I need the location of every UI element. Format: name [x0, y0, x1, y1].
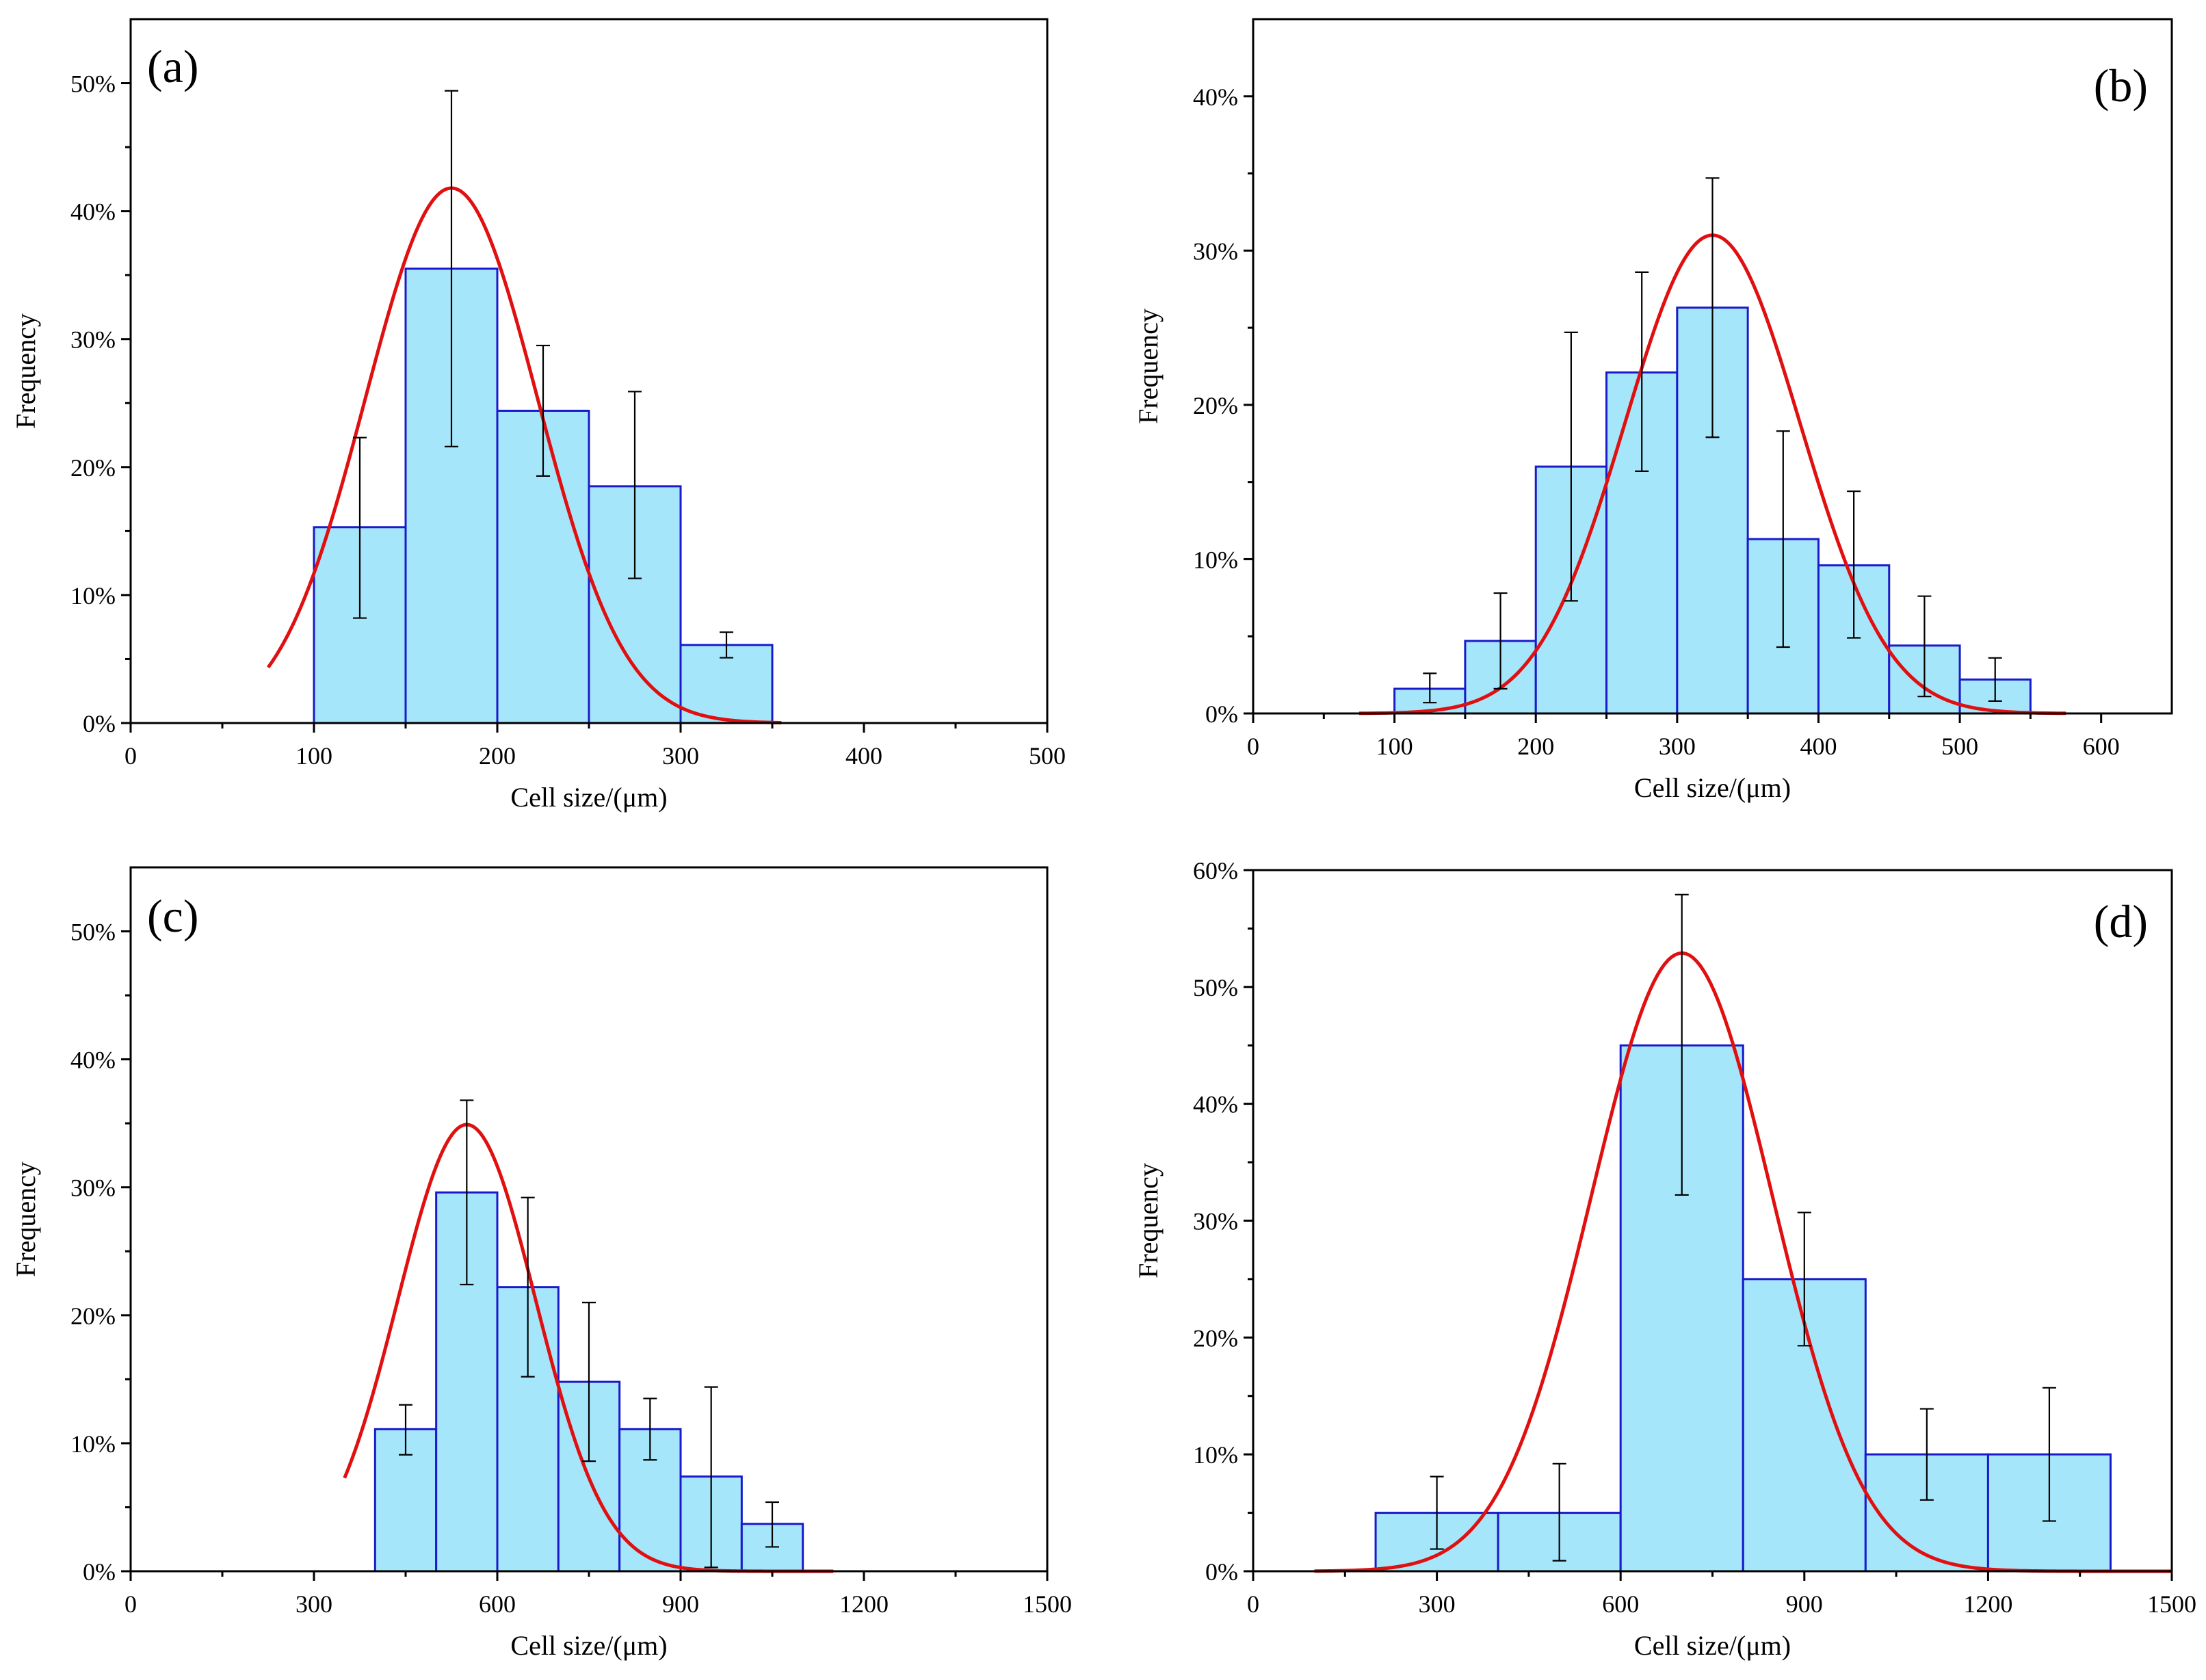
error-bar — [1552, 1462, 1566, 1562]
x-tick-label: 1500 — [1023, 1590, 1072, 1618]
y-tick-label: 40% — [70, 1047, 116, 1074]
error-bar — [1430, 1475, 1444, 1550]
error-bar — [1988, 657, 2002, 703]
y-tick-label: 10% — [1193, 1441, 1238, 1469]
x-axis-title: Cell size/(μm) — [510, 782, 667, 813]
y-tick-label: 30% — [1193, 237, 1238, 265]
x-tick-label: 400 — [845, 742, 882, 770]
gaussian-fit-curve — [266, 186, 782, 724]
panel-label: (a) — [147, 40, 198, 92]
y-tick-label: 0% — [83, 1558, 116, 1586]
chart-panel-3: 0 300 600 900 1200 1500 0% 10% 20% 30% 40% 50% 60% Ce… — [1133, 857, 2196, 1661]
error-bar — [536, 344, 550, 477]
x-tick-label: 600 — [479, 1590, 516, 1618]
chart-panel-1: 0 100 200 300 400 500 600 0% 10% 20% 30% 40% Cell si… — [1133, 18, 2173, 803]
y-tick-label: 10% — [70, 1430, 116, 1458]
y-tick-label: 0% — [83, 710, 116, 737]
y-tick-label: 20% — [1193, 392, 1238, 419]
x-tick-label: 500 — [1029, 742, 1066, 770]
error-bar — [720, 631, 733, 659]
error-bar — [1919, 1408, 1934, 1501]
y-tick-label: 20% — [70, 454, 116, 482]
y-tick-label: 60% — [1193, 857, 1238, 884]
error-bar — [1675, 893, 1689, 1196]
y-tick-label: 30% — [70, 326, 116, 354]
x-tick-label: 300 — [296, 1590, 332, 1618]
error-bar — [2042, 1387, 2056, 1522]
x-tick-label: 600 — [2083, 733, 2120, 760]
error-bar — [582, 1302, 596, 1462]
y-axis-title: Frequency — [10, 1161, 41, 1277]
y-tick-label: 0% — [1205, 1558, 1238, 1586]
y-axis-title: Frequency — [1133, 309, 1164, 424]
y-tick-label: 50% — [70, 919, 116, 946]
y-axis-title: Frequency — [10, 313, 41, 429]
x-tick-label: 200 — [1517, 733, 1554, 760]
error-bar — [1797, 1211, 1811, 1347]
error-bar — [1493, 592, 1508, 690]
error-bar — [1564, 331, 1578, 602]
x-tick-label: 300 — [1659, 733, 1696, 760]
error-bar — [704, 1386, 718, 1569]
error-bar — [1635, 271, 1649, 472]
y-tick-label: 20% — [1193, 1324, 1238, 1352]
plot-frame — [1252, 18, 2173, 715]
error-bar — [353, 436, 367, 619]
y-tick-label: 10% — [1193, 546, 1238, 573]
x-tick-label: 900 — [662, 1590, 699, 1618]
error-bar — [1917, 595, 1932, 698]
panel-label: (b) — [2094, 60, 2148, 111]
error-bar — [765, 1501, 779, 1548]
x-tick-label: 600 — [1602, 1590, 1639, 1618]
error-bar — [628, 391, 642, 579]
error-bar — [399, 1404, 412, 1456]
error-bar — [1776, 430, 1790, 648]
error-bar — [1423, 672, 1437, 704]
x-axis-title: Cell size/(μm) — [510, 1630, 667, 1661]
x-tick-label: 1200 — [839, 1590, 889, 1618]
error-bar — [445, 90, 458, 447]
y-tick-label: 30% — [70, 1174, 116, 1202]
error-bar — [521, 1196, 535, 1378]
y-tick-label: 20% — [70, 1302, 116, 1330]
y-tick-label: 50% — [70, 70, 116, 98]
x-tick-label: 0 — [124, 742, 137, 770]
chart-panel-2: 0 300 600 900 1200 1500 0% 10% 20% 30% 40% 50% Cell … — [10, 866, 1072, 1661]
x-tick-label: 500 — [1941, 733, 1978, 760]
x-axis-title: Cell size/(μm) — [1634, 1630, 1791, 1661]
error-bar — [1847, 490, 1861, 639]
x-tick-label: 100 — [296, 742, 332, 770]
x-axis-title: Cell size/(μm) — [1634, 772, 1791, 803]
y-tick-label: 10% — [70, 582, 116, 609]
x-tick-label: 300 — [662, 742, 699, 770]
y-tick-label: 50% — [1193, 974, 1238, 1001]
error-bar — [1705, 177, 1720, 438]
error-bar — [460, 1099, 474, 1286]
chart-panel-0: 0 100 200 300 400 500 0% 10% 20% 30% 40% 50% Cell si… — [10, 18, 1066, 813]
x-tick-label: 0 — [1247, 733, 1259, 760]
x-tick-label: 1200 — [1963, 1590, 2012, 1618]
y-tick-label: 40% — [1193, 83, 1238, 111]
x-tick-label: 400 — [1800, 733, 1837, 760]
x-tick-label: 100 — [1376, 733, 1413, 760]
x-tick-label: 200 — [479, 742, 516, 770]
y-tick-label: 0% — [1205, 700, 1238, 728]
y-tick-label: 30% — [1193, 1208, 1238, 1235]
y-axis-title: Frequency — [1133, 1163, 1164, 1278]
x-tick-label: 1500 — [2147, 1590, 2196, 1618]
error-bar — [643, 1397, 657, 1461]
y-tick-label: 40% — [70, 198, 116, 226]
x-tick-label: 300 — [1419, 1590, 1456, 1618]
x-tick-label: 0 — [1247, 1590, 1259, 1618]
x-tick-label: 0 — [124, 1590, 137, 1618]
histogram-bar — [496, 1286, 560, 1573]
panel-label: (d) — [2094, 895, 2148, 947]
x-tick-label: 900 — [1786, 1590, 1823, 1618]
y-tick-label: 40% — [1193, 1091, 1238, 1118]
panel-label: (c) — [147, 890, 198, 942]
